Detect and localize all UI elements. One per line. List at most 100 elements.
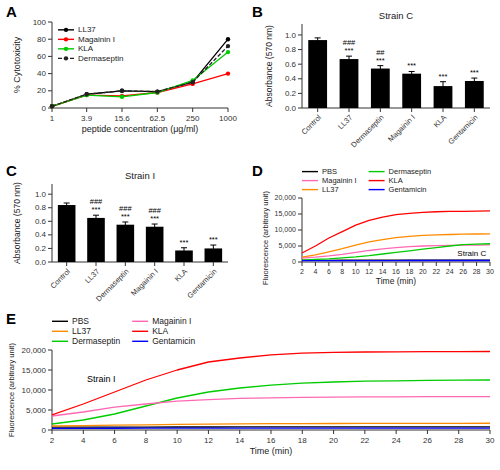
series-line: [52, 74, 228, 107]
y-axis-line: [302, 24, 303, 108]
legend-label: KLA: [152, 326, 168, 336]
point: [120, 95, 124, 99]
y-axis-label: Fluorescence (arbitrary unit): [7, 343, 16, 437]
point: [155, 89, 159, 93]
y-tick-label: 100: [33, 18, 47, 27]
annotation: Strain I: [87, 374, 116, 384]
legend-swatch: [302, 189, 318, 190]
error-bar: [315, 38, 321, 42]
x-tick: [476, 262, 477, 266]
y-axis-label: Fluorescence (arbitrary unit): [261, 191, 270, 285]
annotation: Strain C: [457, 249, 486, 258]
point: [155, 89, 159, 93]
x-tick-label: Gentamicin: [185, 267, 218, 300]
legend-label: LL37: [78, 25, 96, 34]
series-line: [52, 46, 228, 106]
y-tick: [48, 90, 52, 91]
legend-swatch: [369, 180, 385, 181]
x-tick-label: 62.5: [150, 114, 166, 123]
x-tick-label: 28: [454, 436, 463, 445]
y-tick: [48, 39, 52, 40]
x-tick-label: 16: [267, 436, 276, 445]
x-tick: [83, 430, 84, 434]
annotation: ***: [439, 72, 448, 81]
y-axis-line: [52, 184, 53, 262]
error-bar: [181, 248, 187, 253]
point: [50, 104, 54, 108]
y-tick-label: 20: [37, 86, 46, 95]
y-tick-label: 0.6: [35, 217, 47, 226]
legend-label: LL37: [322, 185, 339, 194]
legend-swatch: [132, 321, 148, 322]
y-tick-label: 0.4: [35, 230, 47, 239]
y-tick: [298, 78, 302, 79]
x-tick: [396, 262, 397, 266]
x-tick: [342, 262, 343, 266]
x-tick: [213, 262, 214, 266]
x-tick: [436, 262, 437, 266]
error-bar: [210, 245, 216, 252]
legend: PBSLL37DermaseptinMagainin IKLAGentamici…: [52, 316, 195, 346]
error-bar: [122, 222, 128, 227]
legend-label: PBS: [72, 316, 89, 326]
panel: 05,00010,00015,00020,000Fluorescence (ar…: [252, 162, 494, 286]
series-line: [52, 39, 228, 106]
point: [120, 89, 124, 93]
point: [120, 89, 124, 93]
x-tick-label: 30: [486, 268, 494, 275]
x-tick-label: 4: [313, 268, 317, 275]
bar: [146, 227, 164, 262]
x-tick: [239, 430, 240, 434]
x-axis-label: Time (min): [250, 446, 293, 456]
y-tick: [48, 194, 52, 195]
x-tick: [349, 108, 350, 112]
x-tick-label: LL37: [83, 267, 101, 285]
legend-swatch: [302, 180, 318, 181]
point: [226, 44, 230, 48]
x-tick-label: Magainin I: [386, 113, 417, 144]
x-tick: [52, 108, 53, 112]
x-tick: [490, 430, 491, 434]
y-tick: [298, 93, 302, 94]
x-tick-label: Dermaseptin: [94, 267, 130, 303]
series-line: [302, 211, 490, 253]
legend-swatch: [369, 171, 385, 172]
y-axis-line: [52, 22, 53, 108]
annotation: ***: [92, 205, 101, 214]
x-tick: [443, 108, 444, 112]
annotation: ***: [180, 238, 189, 247]
x-tick-label: 4: [81, 436, 86, 445]
x-tick-label: 20: [419, 268, 427, 275]
y-tick: [298, 246, 302, 247]
y-tick: [48, 370, 52, 371]
point: [84, 93, 88, 97]
legend-swatch: [302, 171, 318, 172]
legend-label: Dermaseptin: [389, 167, 432, 176]
legend-swatch: [132, 331, 148, 332]
x-tick: [380, 108, 381, 112]
series-line: [52, 52, 228, 106]
x-tick: [52, 430, 53, 434]
point: [84, 92, 88, 96]
y-tick-label: 0: [292, 258, 296, 265]
y-tick-label: 0.6: [285, 60, 297, 69]
bar: [87, 218, 105, 262]
y-tick-label: 0.0: [285, 104, 297, 113]
x-tick: [449, 262, 450, 266]
x-tick-label: 1: [50, 114, 55, 123]
x-tick-label: 26: [423, 436, 432, 445]
x-tick: [382, 262, 383, 266]
bar: [371, 69, 390, 108]
y-tick-label: 15,000: [22, 366, 47, 375]
point: [50, 104, 54, 108]
point: [226, 71, 230, 75]
y-tick-label: 5,000: [278, 242, 296, 249]
x-axis-line: [52, 262, 228, 263]
y-tick: [48, 410, 52, 411]
annotation: ***: [470, 68, 479, 77]
x-tick-label: 250: [186, 114, 200, 123]
annotation: ***: [209, 235, 218, 244]
y-tick-label: 80: [37, 35, 46, 44]
legend-label: KLA: [78, 44, 94, 53]
x-tick-label: Magainin I: [129, 267, 160, 298]
